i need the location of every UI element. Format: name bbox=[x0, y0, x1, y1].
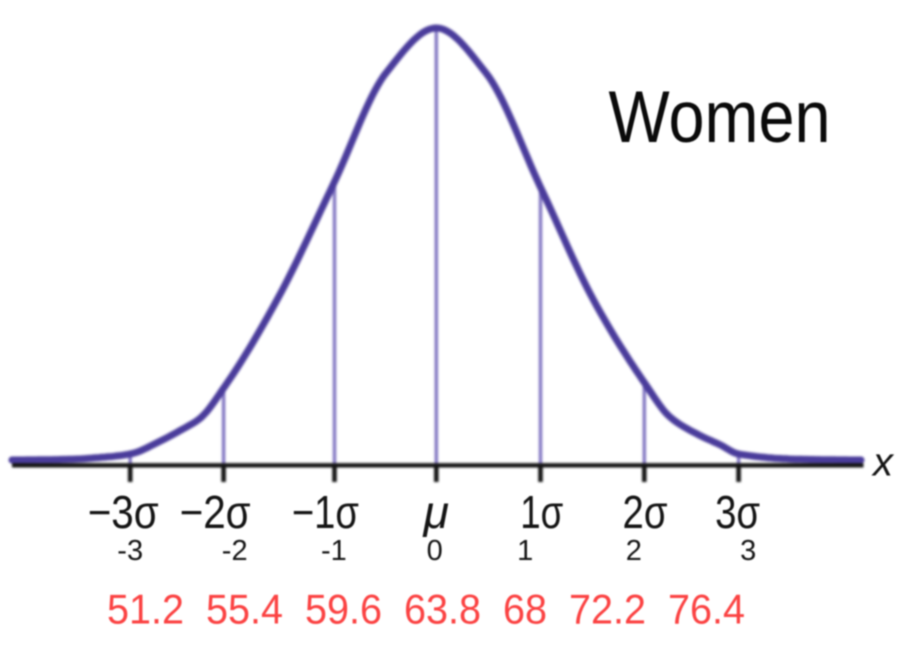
svg-text:2σ: 2σ bbox=[623, 486, 668, 538]
svg-text:51.2 55.4 59.6 63.8 68 72: 51.2 55.4 59.6 63.8 68 72.2 76.4 bbox=[107, 586, 745, 633]
svg-text:μ: μ bbox=[422, 486, 448, 538]
svg-text:−3σ: −3σ bbox=[88, 486, 159, 538]
svg-text:-3: -3 bbox=[117, 535, 143, 567]
svg-text:Women: Women bbox=[609, 75, 831, 158]
svg-text:1: 1 bbox=[517, 535, 533, 567]
svg-text:2: 2 bbox=[626, 535, 642, 567]
svg-text:3: 3 bbox=[740, 535, 756, 567]
svg-text:−2σ: −2σ bbox=[180, 486, 251, 538]
svg-text:x: x bbox=[871, 441, 895, 485]
svg-text:-2: -2 bbox=[222, 535, 248, 567]
svg-text:0: 0 bbox=[427, 535, 443, 567]
svg-text:1σ: 1σ bbox=[520, 486, 563, 538]
svg-text:3σ: 3σ bbox=[715, 486, 760, 538]
svg-text:−1σ: −1σ bbox=[292, 486, 359, 538]
svg-text:-1: -1 bbox=[321, 535, 347, 567]
